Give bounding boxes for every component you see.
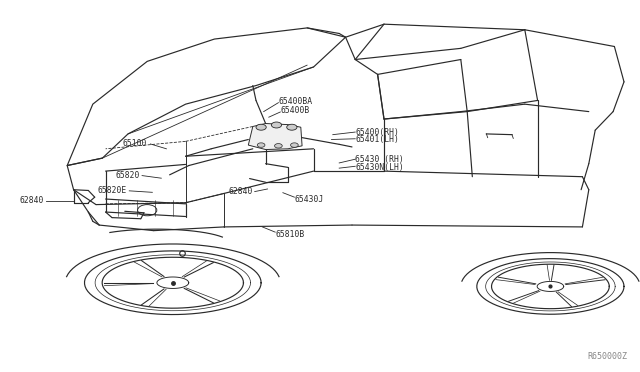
Polygon shape — [248, 124, 302, 150]
Text: 65430N(LH): 65430N(LH) — [355, 163, 404, 171]
Circle shape — [291, 143, 298, 147]
Text: 65401(LH): 65401(LH) — [355, 135, 399, 144]
Text: 65100: 65100 — [123, 139, 147, 148]
Text: R650000Z: R650000Z — [588, 352, 627, 361]
Circle shape — [271, 122, 282, 128]
Text: 65400BA: 65400BA — [278, 97, 312, 106]
Text: 65820: 65820 — [115, 171, 140, 180]
Circle shape — [257, 143, 265, 147]
Circle shape — [287, 124, 297, 130]
Text: 65820E: 65820E — [97, 186, 127, 195]
Text: 62840: 62840 — [228, 187, 253, 196]
Text: 65400B: 65400B — [280, 106, 310, 115]
Text: 62840: 62840 — [19, 196, 44, 205]
Text: 65430J: 65430J — [294, 195, 324, 203]
Circle shape — [275, 144, 282, 148]
Text: 65430 (RH): 65430 (RH) — [355, 155, 404, 164]
Circle shape — [256, 124, 266, 130]
Text: 65400(RH): 65400(RH) — [355, 128, 399, 137]
Text: 65810B: 65810B — [275, 230, 305, 239]
